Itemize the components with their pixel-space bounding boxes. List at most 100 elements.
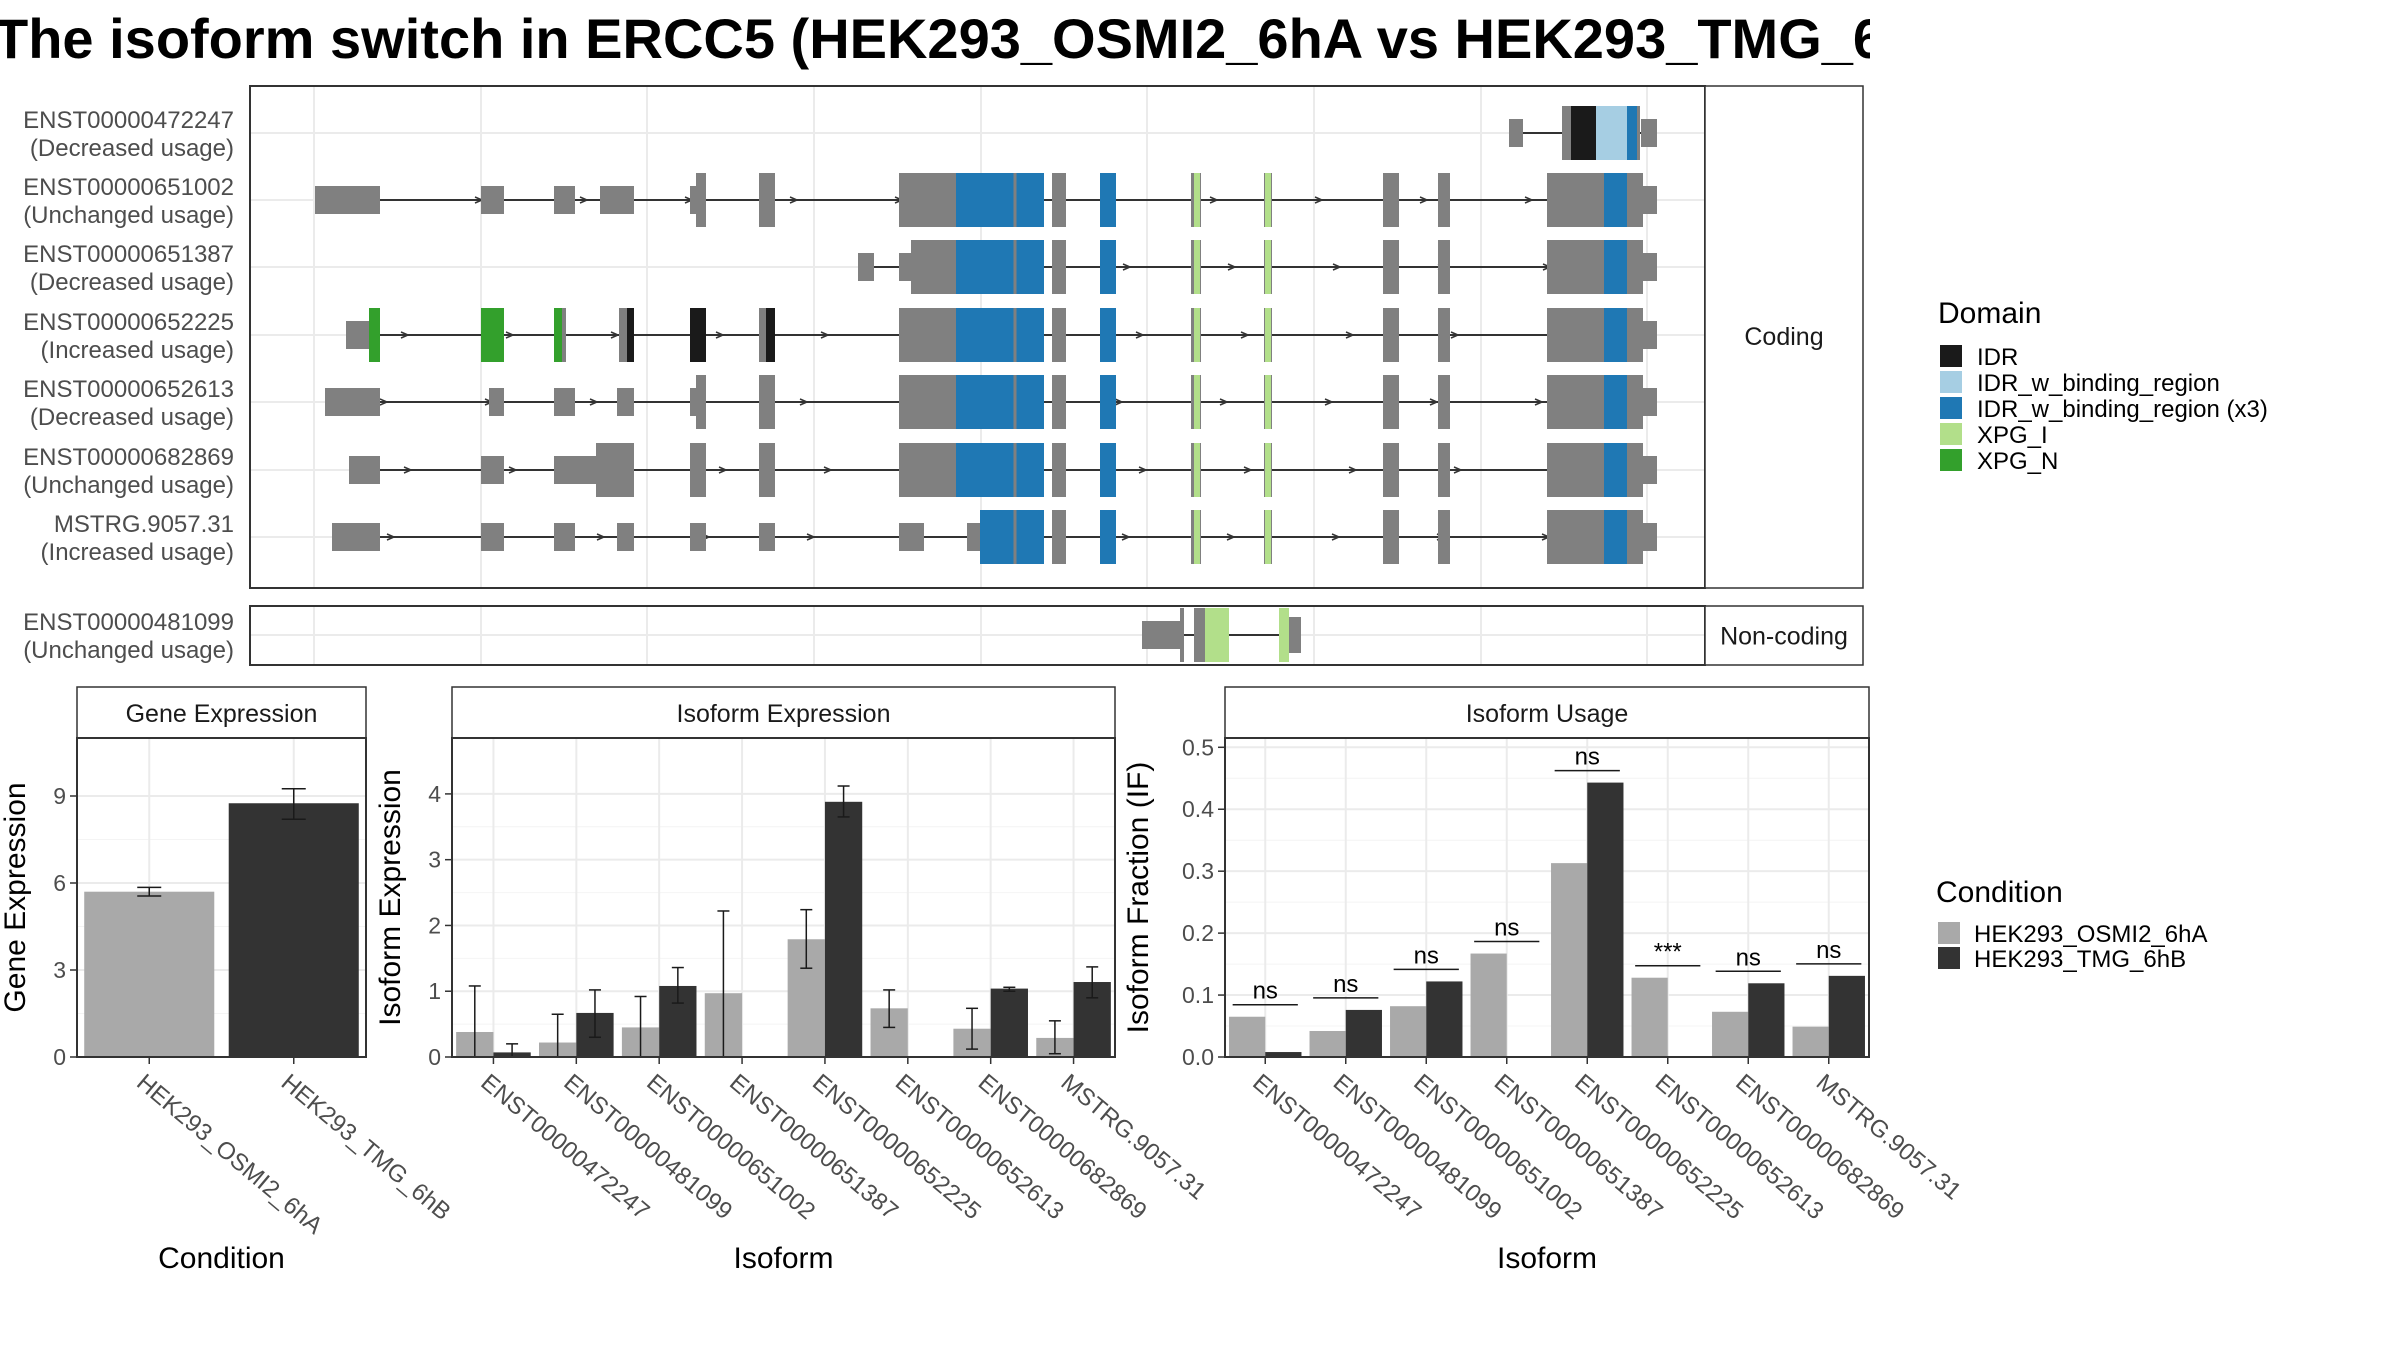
bar [990,988,1028,1057]
bar [1587,782,1624,1057]
significance-label: ns [1414,942,1439,969]
intron-arrow [1226,533,1236,541]
domain-segment [1265,510,1271,564]
transcript-id-label: MSTRG.9057.31 [54,511,234,538]
domain-segment [1604,443,1627,497]
y-tick-label: 9 [53,783,66,809]
utr-exon [1641,119,1657,147]
intron-arrow [1219,398,1229,406]
plot-border [76,737,367,1058]
domain-segment [1583,106,1596,160]
domain-legend-key [1940,371,1962,393]
domain-segment [956,240,1044,294]
intron-arrow [1135,331,1145,339]
coding-exon [1383,510,1399,564]
page-title-text: The isoform switch in ERCC5 (HEK293_OSMI… [0,7,1870,70]
utr-exon [346,321,369,349]
domain-segment [956,173,1044,227]
domain-segment [1279,608,1289,662]
intron-arrow [1114,398,1124,406]
utr-exon [489,388,504,416]
utr-exon [554,456,596,484]
domain-segment [1604,240,1627,294]
intron-arrow [379,398,389,406]
intron-arrow [1450,331,1460,339]
chart-title: Gene Expression [126,700,318,728]
noncoding-exon [1194,608,1205,662]
utr-exon [967,523,980,551]
intron-arrow [1534,398,1544,406]
utr-exon [1643,321,1657,349]
utr-exon [1643,253,1657,281]
domain-segment [1265,173,1271,227]
x-axis-title: Isoform [733,1242,833,1275]
noncoding-strip [1704,605,1864,666]
domain-segment [1596,106,1627,160]
condition-legend-title: Condition [1936,876,2063,909]
intron-arrow [1453,466,1463,474]
bar [1792,1026,1829,1057]
domain-segment [690,308,706,362]
intron-arrow [1227,263,1237,271]
coding-exon [899,443,924,497]
coding-exon [1547,510,1643,564]
utr-exon [554,388,575,416]
domain-legend-label: IDR_w_binding_region [1977,370,2220,397]
bar [1748,983,1785,1057]
coding-exon [596,443,634,497]
utr-exon [315,186,380,214]
coding-exon [696,375,706,429]
intron-arrow [403,466,413,474]
domain-segment [1265,240,1271,294]
utr-exon [617,523,634,551]
intron-arrow [589,398,599,406]
bar [1470,953,1507,1057]
x-axis-title: Condition [158,1242,285,1275]
plot-border [451,737,1116,1058]
intron-arrow [806,533,816,541]
y-tick-label: 1 [428,978,441,1004]
utr-exon [690,523,706,551]
bar [84,891,215,1057]
intron-arrow [1419,196,1429,204]
transcript-usage-label: (Unchanged usage) [23,202,234,229]
domain-segment [1265,375,1271,429]
domain-segment [1604,510,1627,564]
coding-exon [1547,375,1643,429]
domain-segment [1194,443,1200,497]
domain-segment [1100,308,1116,362]
domain-segment [1265,308,1271,362]
utr-exon [332,523,380,551]
y-tick-label: 0 [428,1044,441,1070]
condition-legend-label: HEK293_OSMI2_6hA [1974,921,2207,948]
intron-arrow [1209,196,1219,204]
domain-segment [1194,240,1200,294]
coding-exon [1052,240,1066,294]
chart-title: Isoform Usage [1466,700,1629,728]
domain-legend-key [1940,423,1962,445]
bar [1265,1052,1302,1057]
domain-segment [1100,443,1116,497]
chart-1: Isoform ExpressionENST00000472247ENST000… [374,686,1211,1275]
intron-arrow [718,466,728,474]
coding-exon [1547,240,1643,294]
coding-exon [1547,308,1643,362]
domain-legend-key [1940,449,1962,471]
coding-exon [911,240,924,294]
utr-exon [690,186,696,214]
coding-exon [1052,173,1066,227]
transcript-model-4 [325,375,1657,429]
chart-2: Isoform UsagensENST00000472247nsENST0000… [1122,686,1966,1275]
transcript-usage-label: (Decreased usage) [30,135,234,162]
intron-arrow [596,533,606,541]
domain-segment [1627,106,1637,160]
coding-exon [899,375,924,429]
transcript-structure-panel: CodingNon-codingENST00000472247(Decrease… [23,85,1864,666]
transcript-usage-label: (Increased usage) [41,337,234,364]
coding-exon [1547,443,1643,497]
domain-segment [980,510,1044,564]
utr-exon [1643,523,1657,551]
significance-label: ns [1494,915,1519,942]
transcript-model-2 [858,240,1657,294]
noncoding-strip-label: Non-coding [1720,623,1848,651]
